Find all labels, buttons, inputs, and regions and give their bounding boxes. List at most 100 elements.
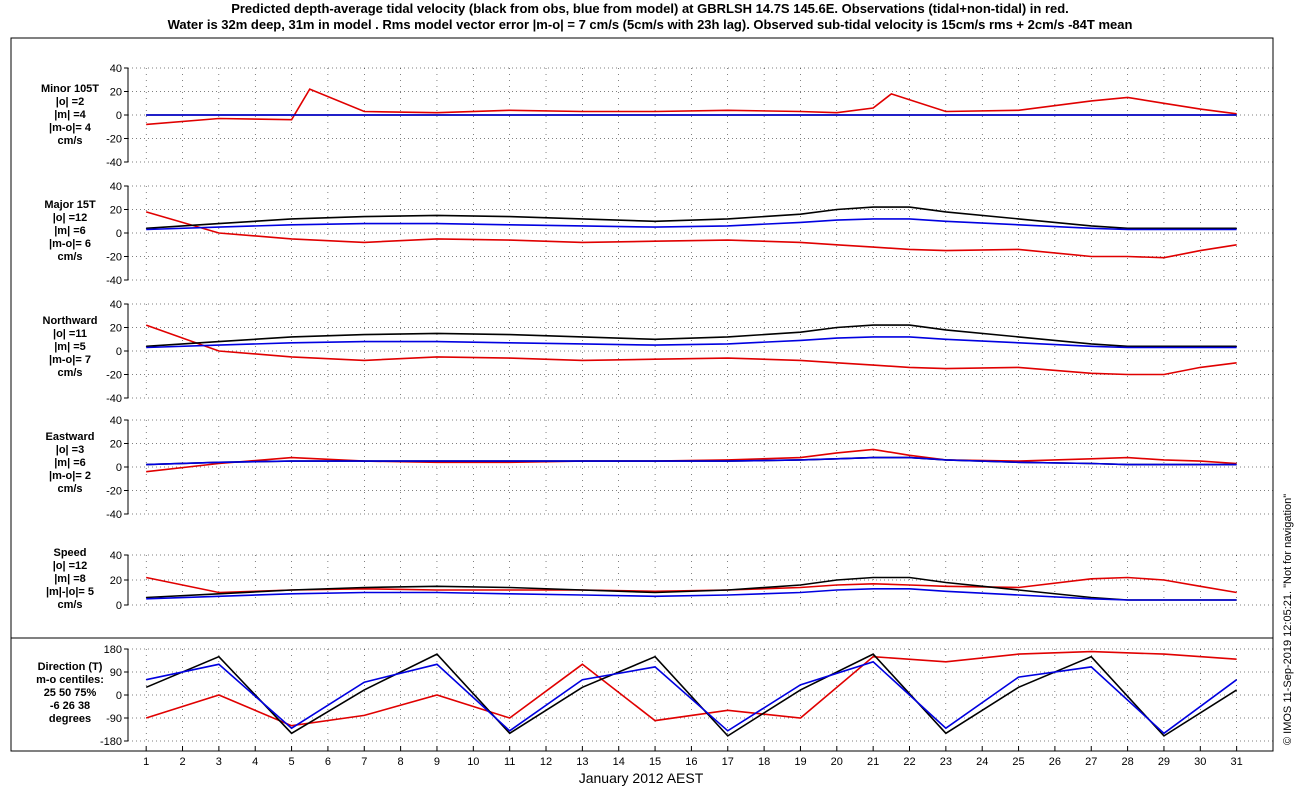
x-tick-label-8: 8 (398, 756, 404, 768)
x-tick-label-21: 21 (867, 756, 879, 768)
major-15t-model-line (146, 218, 1237, 231)
speed-model-line (146, 587, 1237, 601)
x-tick-label-17: 17 (722, 756, 734, 768)
x-tick-label-7: 7 (361, 756, 367, 768)
northward-ytick-label: 20 (110, 323, 122, 335)
minor-105t-ytick-label: 0 (116, 110, 122, 122)
northward-ytick-label: -20 (106, 370, 122, 382)
major-15t-label-line-5: cm/s (57, 251, 82, 263)
x-tick-label-27: 27 (1085, 756, 1097, 768)
northward-label-line-5: cm/s (57, 367, 82, 379)
x-tick-label-25: 25 (1012, 756, 1024, 768)
chart-title-line-2: Water is 32m deep, 31m in model . Rms mo… (168, 17, 1133, 32)
x-tick-label-13: 13 (576, 756, 588, 768)
direction-t-model-line (146, 660, 1238, 735)
major-15t-ytick-label: -40 (106, 275, 122, 287)
direction-t-label-line-5: degrees (49, 713, 91, 725)
major-15t-label-line-3: |m| =6 (54, 225, 86, 237)
x-tick-label-29: 29 (1158, 756, 1170, 768)
northward-tidal_from_obs-line (146, 324, 1237, 348)
direction-t-ytick-label: 90 (110, 667, 122, 679)
panels-group: 40 20 0 -20 -40 Minor 105T|o| =2|m| =4 |m-o|= … (36, 63, 1273, 748)
x-tick-label-10: 10 (467, 756, 479, 768)
eastward-ytick-label: 40 (110, 415, 122, 427)
major-15t-tidal_from_obs-line (146, 206, 1237, 230)
x-tick-label-3: 3 (216, 756, 222, 768)
speed-label-line-5: cm/s (57, 599, 82, 611)
eastward-label-line-4: |m-o|= 2 (49, 470, 91, 482)
northward-label-line-4: |m-o|= 7 (49, 354, 91, 366)
x-tick-label-15: 15 (649, 756, 661, 768)
direction-t-label-line-4: -6 26 38 (50, 700, 90, 712)
eastward-ytick-label: -20 (106, 486, 122, 498)
speed-label-line-1: Speed (53, 547, 86, 559)
direction-t-ytick-label: 0 (116, 690, 122, 702)
direction-t-label-line-3: 25 50 75% (44, 687, 97, 699)
eastward-ytick-label: 0 (116, 462, 122, 474)
x-tick-label-4: 4 (252, 756, 258, 768)
speed-label-line-2: |o| =12 (53, 560, 88, 572)
northward-ytick-label: 40 (110, 299, 122, 311)
chart-title-line-1: Predicted depth-average tidal velocity (… (231, 1, 1069, 16)
panel-direction-t: 180 90 0 -90 -180 Direction (T)m-o centiles:2… (36, 644, 1273, 748)
speed-ytick-label: 0 (116, 600, 122, 612)
x-tick-label-26: 26 (1049, 756, 1061, 768)
panel-eastward: 40 20 0 -20 -40 Eastward|o| =3|m| =6|m-o|= 2c… (46, 415, 1273, 521)
x-tick-label-11: 11 (504, 756, 515, 768)
northward-ytick-label: -40 (106, 393, 122, 405)
x-tick-label-24: 24 (976, 756, 988, 768)
x-tick-label-16: 16 (685, 756, 697, 768)
eastward-model-line (146, 456, 1237, 466)
minor-105t-label-line-2: |o| =2 (56, 96, 84, 108)
x-tick-label-14: 14 (613, 756, 625, 768)
x-axis-label: January 2012 AEST (579, 770, 704, 786)
minor-105t-ytick-label: -20 (106, 134, 122, 146)
eastward-label-line-5: cm/s (57, 483, 82, 495)
x-tick-label-6: 6 (325, 756, 331, 768)
direction-t-ytick-label: 180 (104, 644, 122, 656)
x-tick-label-19: 19 (794, 756, 806, 768)
minor-105t-ytick-label: 40 (110, 63, 122, 75)
x-tick-label-18: 18 (758, 756, 770, 768)
panel-speed: 40 20 0 Speed|o| =12|m| =8|m|-|o|= 5cm/s (46, 547, 1273, 612)
eastward-label-line-3: |m| =6 (54, 457, 86, 469)
direction-t-observed-line (145, 650, 1237, 727)
major-15t-ytick-label: -20 (106, 252, 122, 264)
x-tick-label-30: 30 (1194, 756, 1206, 768)
minor-105t-ytick-label: 20 (110, 87, 122, 99)
minor-105t-label-line-5: cm/s (57, 135, 82, 147)
x-tick-label-12: 12 (540, 756, 552, 768)
northward-label-line-3: |m| =5 (54, 341, 86, 353)
speed-label-line-4: |m|-|o|= 5 (46, 586, 94, 598)
direction-t-label-line-1: Direction (T) (38, 661, 103, 673)
direction-t-label-line-2: m-o centiles: (36, 674, 104, 686)
x-axis: 1 2 3 4 5 6 7 8 9 10 11 12 13 14 15 16 17 18 19 20 21 22 23 24 2… (143, 746, 1243, 768)
copyright-notice: © IMOS 11-Sep-2019 12:05:21. "Not for na… (1282, 494, 1294, 745)
x-tick-label-9: 9 (434, 756, 440, 768)
eastward-ytick-label: 20 (110, 439, 122, 451)
x-tick-label-5: 5 (289, 756, 295, 768)
eastward-label-line-2: |o| =3 (56, 444, 84, 456)
x-tick-label-22: 22 (903, 756, 915, 768)
minor-105t-label-line-3: |m| =4 (54, 109, 86, 121)
northward-ytick-label: 0 (116, 346, 122, 358)
major-15t-ytick-label: 40 (110, 181, 122, 193)
northward-label-line-1: Northward (43, 315, 98, 327)
direction-t-ytick-label: -90 (106, 713, 122, 725)
major-15t-label-line-4: |m-o|= 6 (49, 238, 91, 250)
panel-northward: 40 20 0 -20 -40 Northward|o| =11|m| =5|m-o|= … (43, 299, 1273, 405)
major-15t-label-line-2: |o| =12 (53, 212, 88, 224)
minor-105t-label-line-1: Minor 105T (41, 83, 99, 95)
major-15t-ytick-label: 0 (116, 228, 122, 240)
x-tick-label-31: 31 (1231, 756, 1243, 768)
speed-ytick-label: 40 (110, 550, 122, 562)
speed-label-line-3: |m| =8 (54, 573, 86, 585)
x-tick-label-1: 1 (143, 756, 149, 768)
x-tick-label-28: 28 (1121, 756, 1133, 768)
outer-frame (10, 37, 1274, 752)
northward-label-line-2: |o| =11 (53, 328, 87, 340)
eastward-ytick-label: -40 (106, 509, 122, 521)
speed-ytick-label: 20 (110, 575, 122, 587)
